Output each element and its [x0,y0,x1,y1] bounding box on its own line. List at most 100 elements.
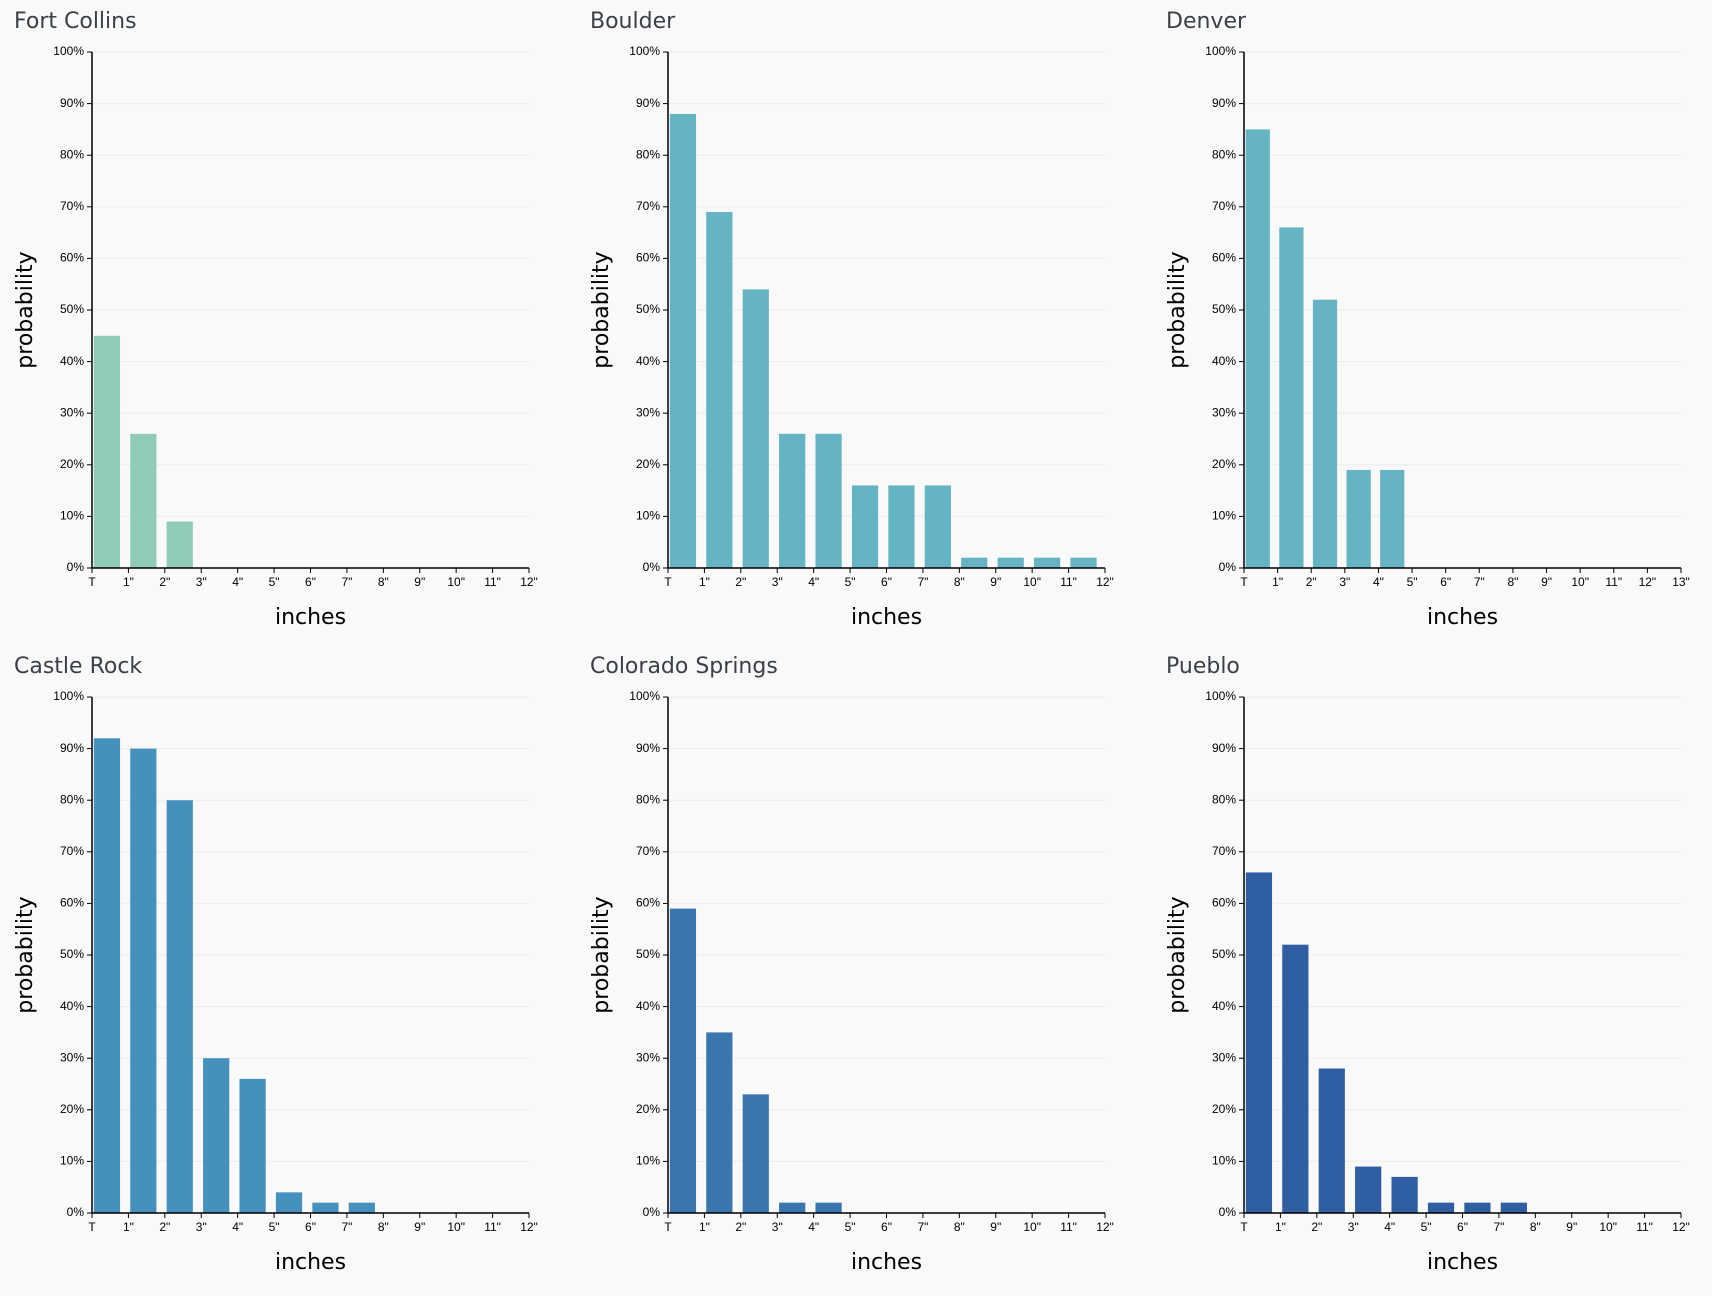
x-tick-label: 1" [1275,1220,1286,1234]
bar [312,1202,339,1213]
y-tick-label: 10% [60,1154,84,1168]
y-tick-label: 60% [1212,896,1236,910]
x-tick-label: 3" [1339,575,1350,589]
x-tick-label: 4" [808,575,819,589]
bar [1380,469,1405,568]
x-tick-label: 1" [699,1220,710,1234]
y-tick-label: 90% [636,96,660,110]
y-tick-label: 100% [629,44,660,58]
y-tick-label: 30% [60,1050,84,1064]
y-tick-label: 0% [1219,1205,1237,1219]
x-tick-label: 4" [808,1220,819,1234]
x-tick-label: 7" [917,575,928,589]
bar [815,433,842,568]
bar [815,1202,842,1213]
y-tick-label: 100% [629,689,660,703]
bar [1245,872,1273,1213]
y-tick-label: 0% [643,1205,661,1219]
y-tick-label: 70% [1212,199,1236,213]
y-axis-label: probability [13,251,38,368]
y-tick-label: 80% [1212,792,1236,806]
y-tick-label: 90% [1212,96,1236,110]
x-tick-label: 2" [1311,1220,1322,1234]
y-tick-label: 80% [60,147,84,161]
x-tick-label: 9" [990,1220,1001,1234]
chart-title: Boulder [590,9,676,34]
x-tick-label: 8" [1530,1220,1541,1234]
x-tick-label: 9" [1541,575,1552,589]
x-tick-label: 12" [520,1220,538,1234]
x-tick-label: 13" [1672,575,1690,589]
x-tick-label: 5" [269,575,280,589]
x-tick-label: T [88,575,96,589]
chart-title: Fort Collins [14,9,137,34]
y-tick-label: 20% [60,457,84,471]
x-axis-label: inches [851,605,922,630]
y-tick-label: 50% [636,302,660,316]
y-tick-label: 10% [60,509,84,523]
y-tick-label: 40% [636,354,660,368]
bar [130,433,157,568]
y-tick-label: 90% [60,96,84,110]
x-tick-label: 6" [305,1220,316,1234]
y-tick-label: 50% [1212,302,1236,316]
x-tick-label: 9" [990,575,1001,589]
x-tick-label: 5" [1407,575,1418,589]
bar [888,485,915,568]
x-tick-label: 6" [881,1220,892,1234]
y-tick-label: 50% [1212,947,1236,961]
x-tick-label: 3" [1348,1220,1359,1234]
chart-title: Pueblo [1166,654,1240,679]
y-tick-label: 90% [1212,741,1236,755]
x-tick-label: 11" [1605,575,1622,589]
x-tick-label: 9" [414,1220,425,1234]
x-tick-label: 8" [1507,575,1518,589]
x-tick-label: T [664,575,672,589]
x-tick-label: 1" [123,1220,134,1234]
x-tick-label: 4" [1384,1220,1395,1234]
x-tick-label: 10" [1571,575,1589,589]
x-tick-label: T [88,1220,96,1234]
y-tick-label: 20% [1212,457,1236,471]
chart-title: Colorado Springs [590,654,778,679]
bar [742,1094,769,1213]
x-tick-label: 2" [735,1220,746,1234]
y-tick-label: 30% [1212,405,1236,419]
bar [669,113,697,569]
bar [706,1032,733,1213]
y-tick-label: 100% [1205,689,1236,703]
x-tick-label: 7" [341,575,352,589]
bar [166,800,193,1213]
bar [742,289,769,568]
y-tick-label: 100% [1205,44,1236,58]
x-tick-label: 6" [881,575,892,589]
y-tick-label: 70% [60,199,84,213]
y-tick-label: 80% [1212,147,1236,161]
y-tick-label: 70% [1212,844,1236,858]
x-tick-label: 11" [484,575,501,589]
y-tick-label: 50% [60,302,84,316]
bar [779,1202,806,1213]
y-tick-label: 10% [636,509,660,523]
x-tick-label: 8" [378,1220,389,1234]
y-tick-label: 80% [636,792,660,806]
bar [706,211,733,568]
bar [1391,1176,1418,1213]
y-tick-label: 90% [60,741,84,755]
x-tick-label: 9" [414,575,425,589]
x-axis-label: inches [851,1250,922,1275]
bar [1355,1166,1382,1213]
x-tick-label: 8" [954,1220,965,1234]
x-tick-label: 3" [772,575,783,589]
x-tick-label: T [664,1220,672,1234]
y-tick-label: 40% [60,354,84,368]
y-tick-label: 60% [60,251,84,265]
y-tick-label: 10% [636,1154,660,1168]
x-tick-label: T [1240,1220,1248,1234]
bar [1033,557,1061,568]
y-tick-label: 70% [636,199,660,213]
bar [93,335,121,568]
bar [130,748,157,1213]
y-tick-label: 20% [1212,1102,1236,1116]
